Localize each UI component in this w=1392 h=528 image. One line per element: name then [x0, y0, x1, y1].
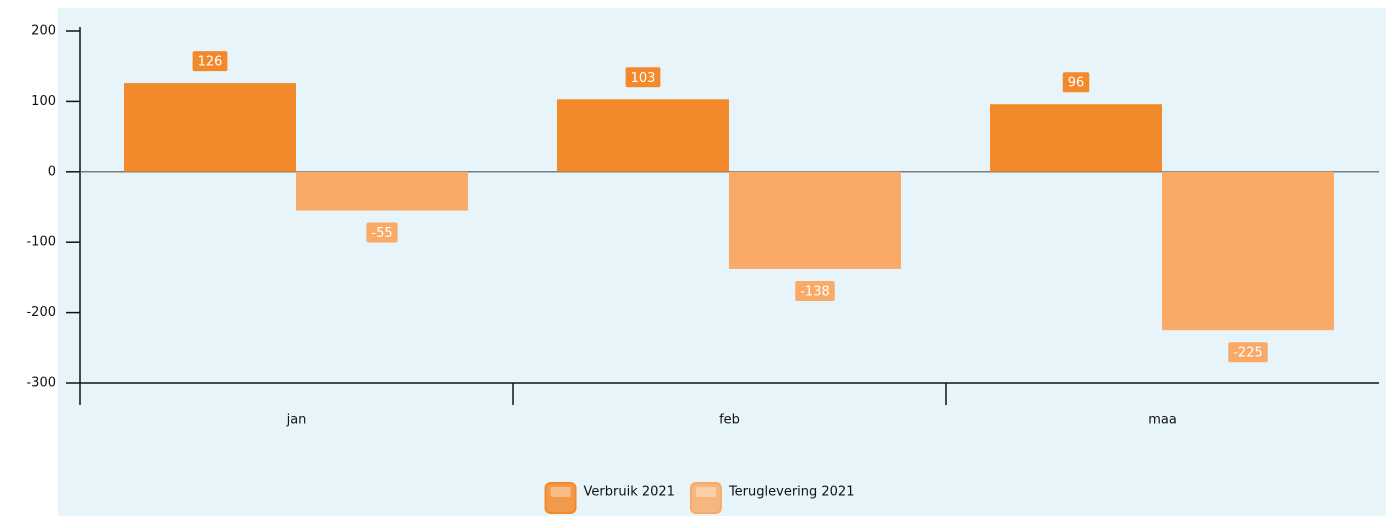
value-label: -138: [800, 284, 830, 299]
value-label-box: [795, 280, 835, 301]
legend-swatch: [689, 482, 722, 514]
x-tick-label: feb: [719, 413, 740, 428]
value-label-box: [625, 67, 661, 88]
bar: [729, 171, 901, 269]
bar: [990, 104, 1162, 172]
value-label: -225: [1233, 346, 1263, 361]
y-tick-label: 200: [31, 24, 56, 39]
value-label-box: [366, 222, 398, 243]
bar: [296, 171, 468, 211]
value-label: 103: [631, 71, 656, 86]
value-label: -55: [371, 226, 392, 241]
value-label-box: [1062, 72, 1090, 93]
x-tick-label: maa: [1148, 413, 1177, 428]
legend-swatch-highlight: [550, 487, 571, 497]
bar: [1162, 171, 1334, 331]
bar: [124, 83, 296, 172]
y-tick-label: -200: [26, 305, 56, 320]
legend-swatch-highlight: [695, 487, 716, 497]
legend: Verbruik 2021 Teruglevering 2021: [544, 482, 855, 514]
legend-swatch: [544, 482, 577, 514]
y-tick-label: 100: [31, 94, 56, 109]
value-label-box: [192, 51, 228, 72]
y-tick-label: 0: [48, 164, 56, 179]
legend-label: Verbruik 2021: [584, 485, 675, 500]
legend-label: Teruglevering 2021: [728, 485, 855, 500]
x-tick-label: jan: [286, 413, 307, 428]
value-label: 96: [1068, 76, 1085, 91]
y-tick-label: -100: [26, 235, 56, 250]
value-label-box: [1228, 342, 1268, 363]
bar: [557, 99, 729, 172]
value-label: 126: [198, 55, 223, 70]
y-tick-label: -300: [26, 376, 56, 391]
